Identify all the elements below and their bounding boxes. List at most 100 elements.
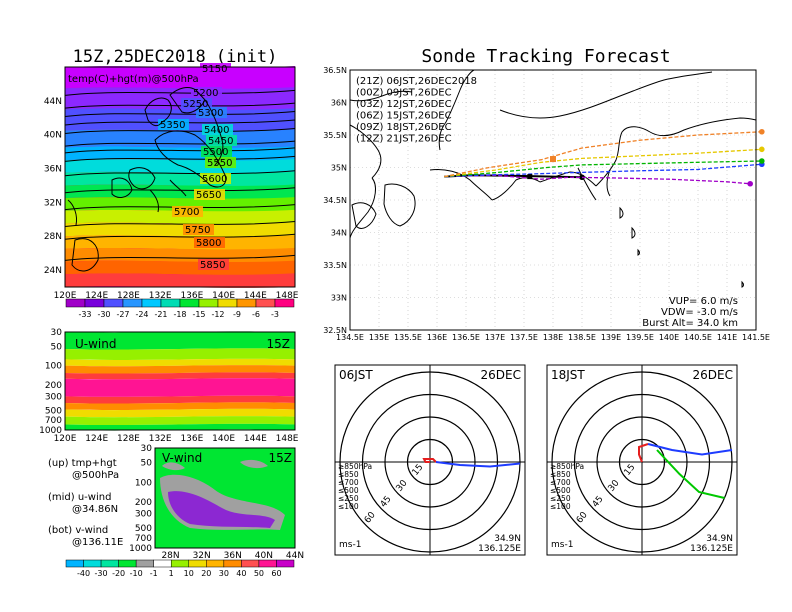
contour-label-bg (194, 237, 225, 248)
contour-label: 5600 (202, 174, 227, 185)
tracking-vdw: VDW= -3.0 m/s (661, 307, 738, 318)
tracking-x-ticks: 134.5E 135E 135.5E 136E 136.5E 137E 137.5E 138E… (336, 333, 770, 342)
tracking-y-tick: 34N (331, 229, 347, 238)
uwind-y-tick: 500 (45, 407, 62, 417)
sonde-track (444, 148, 762, 178)
tracking-legend-entry: (21Z) 06JST,26DEC2018 (356, 76, 477, 87)
tracking-x-tick: 141E (717, 333, 737, 342)
contour-label: 5150 (202, 64, 227, 75)
wind-colorbar-label: -10 (130, 569, 143, 578)
wind-colorbar-swatch (223, 559, 242, 568)
hodograph-level-label: ≤500 (550, 486, 571, 495)
hodograph-level-label: ≥850hPa (550, 462, 584, 471)
temperature-band (65, 171, 295, 187)
uwind-label: U-wind (75, 337, 116, 351)
sonde-track-endpoint (759, 158, 765, 164)
sonde-track-endpoint (759, 146, 765, 153)
note-mid-2: @34.86N (72, 504, 118, 515)
vwind-y-tick: 1000 (129, 544, 152, 554)
tracking-coastline-segment (637, 248, 640, 256)
uwind-y-tick: 200 (45, 381, 62, 391)
hodograph-trace (647, 443, 733, 456)
contour-label: 5400 (204, 125, 229, 136)
contour-label-bg (183, 224, 214, 235)
temperature-colorbar-label: -24 (135, 310, 148, 319)
vwind-y-tick: 300 (135, 510, 152, 520)
height-contour (64, 102, 296, 109)
contour-label-bg (206, 135, 237, 146)
contour-label: 5650 (196, 190, 221, 201)
wind-colorbar-label: 40 (236, 569, 246, 578)
height-contour (64, 187, 296, 194)
wind-colorbar-swatch (135, 559, 154, 568)
map-y-tick: 28N (44, 232, 62, 242)
coastline-segment (169, 179, 187, 197)
contour-label: 5500 (203, 147, 228, 158)
uwind-x-tick: 120E (54, 434, 77, 444)
uwind-x-tick: 136E (180, 434, 203, 444)
temperature-bands (65, 66, 295, 288)
temperature-colorbar-label: -9 (233, 310, 241, 319)
map-x-tick: 140E (212, 291, 235, 301)
wind-colorbar-swatch (118, 559, 137, 568)
hodograph-level-label: ≤250 (338, 494, 359, 503)
tracking-y-tick: 33N (331, 294, 347, 303)
tracking-frame (349, 69, 757, 331)
uwind-y-tick: 30 (51, 328, 63, 338)
tracking-coastline-segment (349, 90, 413, 102)
map-x-tick: 148E (276, 291, 299, 301)
uwind-frame (64, 331, 296, 431)
note-up-2: @500hPa (72, 470, 119, 481)
map-coastline (67, 87, 227, 272)
height-contour (64, 147, 296, 154)
hodograph-level-label: ≤250 (550, 494, 571, 503)
uwind-x-ticks: 120E 124E 128E 132E 136E 140E 144E 148E (54, 434, 299, 444)
uwind-band (65, 378, 295, 397)
note-bot-2: @136.11E (72, 537, 123, 548)
tracking-x-tick: 139E (601, 333, 621, 342)
uwind-band (65, 408, 295, 418)
temperature-colorbar-label: -15 (192, 310, 205, 319)
hodograph-lat: 34.9N (706, 534, 733, 544)
temperature-colorbar-swatch (198, 298, 219, 308)
map-subtitle: temp(C)+hgt(m)@500hPa (68, 74, 199, 85)
vwind-x-tick: 36N (224, 551, 242, 561)
contour-label-bg (200, 173, 231, 184)
temperature-colorbar-label: -6 (252, 310, 260, 319)
tracking-y-tick: 32.5N (323, 326, 347, 335)
temperature-colorbar-swatch (65, 298, 86, 308)
uwind-band (65, 372, 295, 380)
wind-colorbar-swatch (153, 559, 172, 568)
tracking-coastline-segment (606, 169, 611, 197)
map-y-tick: 24N (44, 266, 62, 276)
coastline-segment (154, 130, 227, 188)
height-contour (64, 111, 296, 118)
map-y-tick: 32N (44, 198, 62, 208)
vwind-y-tick: 700 (135, 534, 152, 544)
wind-colorbar-swatch (188, 559, 207, 568)
temperature-band (65, 209, 295, 225)
vwind-upper-gray (162, 459, 268, 471)
contour-label: 5850 (200, 260, 225, 271)
coastline-segment (67, 199, 77, 226)
sonde-track (444, 131, 762, 178)
uwind-y-tick: 50 (51, 342, 63, 352)
hodograph-level-label: ≤850 (550, 470, 571, 479)
hodograph-date: 26DEC (481, 368, 521, 382)
temperature-colorbar-swatch (141, 298, 162, 308)
panel-notes: (up) tmp+hgt @500hPa (mid) u-wind @34.86… (48, 458, 123, 548)
contour-label-bg (202, 124, 233, 135)
vwind-x-tick: 32N (193, 551, 211, 561)
tracking-x-tick: 138.5E (568, 333, 596, 342)
hodograph-time: 06JST (339, 368, 373, 382)
map-x-tick: 128E (117, 291, 140, 301)
wind-colorbar-swatch (206, 559, 225, 568)
vwind-x-tick: 40N (255, 551, 273, 561)
tracking-panel: (21Z) 06JST,26DEC2018(00Z) 09JST,26DEC(0… (323, 66, 770, 342)
hodograph-unit: ms-1 (551, 540, 573, 550)
temperature-colorbar-swatch (103, 298, 124, 308)
map-frame (64, 66, 296, 288)
contour-label: 5800 (196, 238, 221, 249)
